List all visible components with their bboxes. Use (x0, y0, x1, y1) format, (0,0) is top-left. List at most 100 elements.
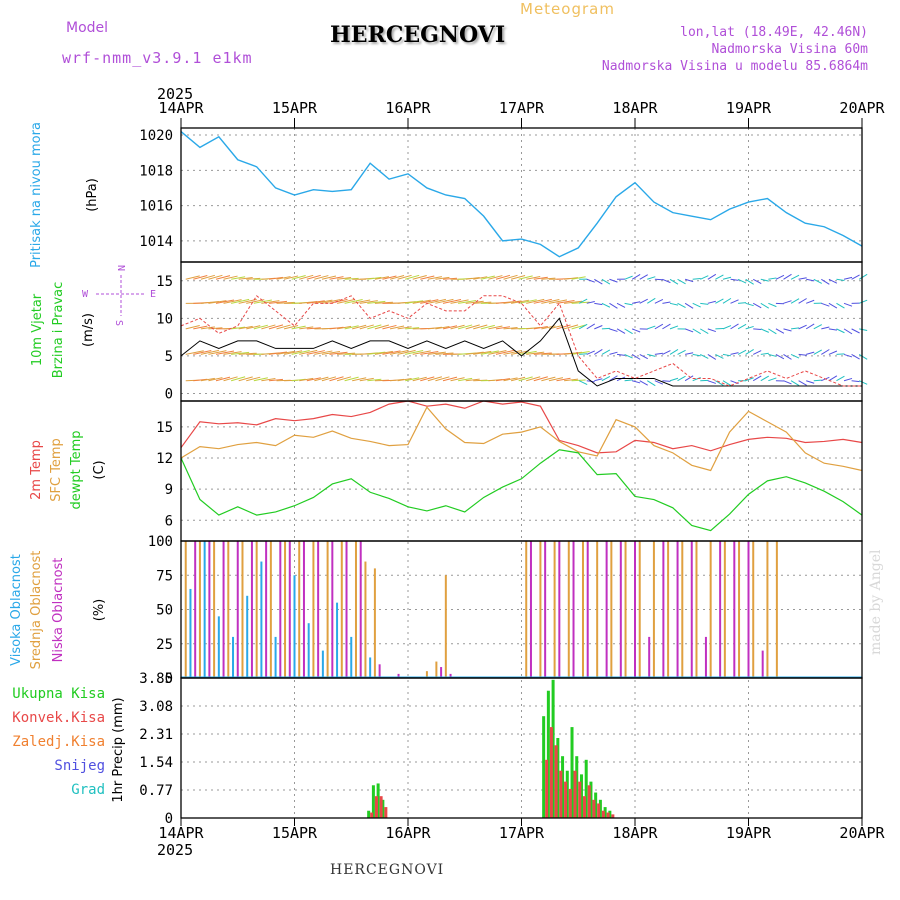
wind-arrow (556, 299, 575, 304)
cloud-bar (189, 588, 192, 678)
wind-arrow (669, 325, 679, 330)
wind-arrow (465, 324, 480, 330)
wind-arrow (367, 276, 382, 280)
wind-arrow (442, 376, 458, 382)
x-tick-label-top: 18APR (612, 99, 658, 117)
wind-arrow (291, 325, 306, 330)
wind-arrow (806, 380, 815, 384)
cloud-bar (269, 541, 272, 678)
y-tick-label: 2.31 (139, 727, 173, 743)
wind-arrow (715, 380, 724, 386)
wind-arrow (223, 299, 242, 304)
wind-arrow (503, 300, 522, 304)
wind-arrow (200, 274, 215, 280)
wind-arrow (616, 328, 626, 334)
wind-arrow (548, 299, 568, 304)
wind-arrow (465, 378, 480, 382)
wind-arrow (624, 379, 633, 382)
wind-arrow (359, 324, 374, 330)
wind-arrow (760, 278, 769, 282)
wind-arrow (344, 325, 359, 330)
wind-arrow (571, 276, 586, 280)
precip-bar (384, 807, 388, 818)
wind-arrow (329, 276, 344, 280)
wind-arrow (223, 351, 242, 355)
wind-arrow (548, 377, 564, 382)
wind-arrow (730, 278, 739, 281)
wind-arrow (722, 325, 732, 330)
wind-arrow (352, 377, 367, 382)
wind-arrow (790, 380, 800, 387)
wind-arrow (624, 328, 633, 335)
dewpt-line (180, 449, 863, 532)
wind-arrow (601, 278, 611, 285)
wind-arrow (858, 353, 868, 360)
wind-arrow (715, 353, 724, 359)
cloud-bar (634, 541, 636, 678)
wind-arrow (261, 377, 276, 382)
precip-bar (594, 792, 598, 818)
wind-arrow (208, 300, 227, 304)
cloud-bar (284, 541, 287, 678)
cloud-bar (317, 541, 320, 678)
wind-arrow (526, 351, 545, 355)
cloud-bar (676, 541, 679, 678)
wind-arrow (616, 302, 626, 308)
wind-arrow (609, 302, 618, 309)
wind-arrow (745, 349, 754, 355)
precip-bar (545, 759, 549, 818)
y-tick-label: 75 (156, 568, 173, 584)
cloud-bar (435, 661, 438, 678)
wind-arrow (230, 376, 246, 382)
cloud-bar (586, 541, 589, 678)
wind-arrow (783, 328, 792, 332)
wind-arrow (405, 377, 420, 382)
wind-arrow (685, 352, 694, 355)
wind-arrow (321, 376, 337, 382)
precip-bar (379, 796, 383, 818)
wind-arrow (707, 273, 717, 280)
wind-arrow (654, 352, 663, 355)
wind-arrow (336, 376, 352, 382)
wind-arrow (616, 353, 626, 356)
wind-arrow (306, 377, 321, 382)
wind-arrow (586, 300, 595, 304)
cloud-bar (652, 541, 655, 678)
wind-arrow (700, 302, 709, 305)
x-tick-label-top: 14APR (158, 99, 204, 117)
cloud-bar (624, 541, 627, 678)
cloud-bar (747, 541, 750, 678)
wind-arrow (692, 353, 701, 357)
wind-arrow (253, 299, 272, 304)
wind-arrow (707, 300, 716, 304)
wind-arrow (374, 350, 393, 355)
wind-arrow (435, 298, 454, 304)
wind-arrow (722, 297, 732, 304)
wind-arrow (511, 299, 530, 304)
y-tick-label: 15 (156, 420, 173, 436)
cloud-bar (581, 541, 584, 678)
wind-arrow (389, 350, 409, 355)
wind-arrow (851, 380, 860, 383)
wind-arrow (624, 302, 633, 306)
cloud-bar (440, 667, 443, 678)
wind-arrow (806, 299, 815, 304)
wind-arrow (662, 350, 671, 355)
wind-arrow (465, 276, 480, 280)
lonlat-text: lon,lat (18.49E, 42.46N) (680, 25, 868, 40)
wind-arrow (427, 298, 446, 304)
cloud-bar (203, 541, 206, 678)
precip-bar (549, 727, 553, 818)
cloud-bar (232, 636, 235, 678)
wind-arrow (208, 350, 227, 355)
cloud-bar (605, 541, 608, 678)
cloud-bar (553, 541, 556, 678)
wind-arrow (639, 380, 648, 386)
wind-arrow (813, 324, 822, 330)
precip-bar (578, 781, 582, 818)
wind-arrow (291, 275, 306, 280)
wind-arrow (806, 278, 815, 282)
wind-arrow (586, 323, 596, 330)
cloud-bar (279, 541, 282, 678)
wind-arrow (821, 349, 830, 355)
